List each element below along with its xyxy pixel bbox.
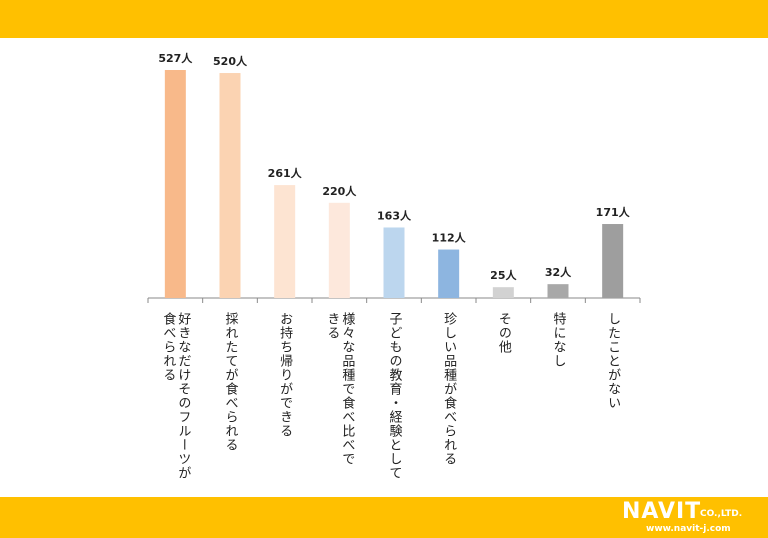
bar — [383, 227, 405, 298]
bar — [602, 224, 624, 298]
bar-value-label: 527人 — [158, 51, 193, 65]
bar — [547, 284, 569, 298]
navit-logo: NAVIT CO.,LTD. www.navit-j.com — [622, 501, 754, 535]
category-label: 特になし — [551, 312, 567, 368]
category-label: 食べられる — [160, 311, 176, 382]
bar-value-label: 32人 — [545, 265, 572, 279]
bar-value-label: 220人 — [322, 184, 357, 198]
bar — [492, 287, 514, 298]
category-label: したことがない — [605, 312, 621, 410]
category-label: 珍しい品種が食べられる — [441, 312, 457, 466]
logo-brand: NAVIT — [622, 499, 702, 524]
bar — [274, 185, 296, 298]
bar-value-label: 112人 — [432, 231, 467, 245]
bar-value-label: 261人 — [268, 166, 303, 180]
bar-value-label: 520人 — [213, 54, 248, 68]
bar-value-label: 171人 — [596, 205, 631, 219]
bottom-banner — [0, 497, 768, 538]
bar-value-label: 25人 — [490, 268, 517, 282]
category-label: 採れたてが食べられる — [223, 312, 239, 452]
logo-url: www.navit-j.com — [646, 524, 731, 534]
category-label: お持ち帰りができる — [277, 312, 293, 438]
bar-value-label: 163人 — [377, 208, 412, 222]
bar — [219, 73, 241, 298]
bar — [328, 202, 350, 298]
bar — [164, 70, 186, 298]
category-label: 子どもの教育・経験として — [387, 312, 403, 480]
category-label: 好きなだけそのフルーツが — [175, 312, 191, 480]
logo-suffix: CO.,LTD. — [700, 509, 743, 519]
category-label: その他 — [496, 312, 512, 354]
top-banner — [0, 0, 768, 38]
bar — [438, 249, 460, 298]
category-label: 様々な品種で食べ比べで — [339, 312, 355, 466]
category-label: きる — [324, 312, 339, 340]
